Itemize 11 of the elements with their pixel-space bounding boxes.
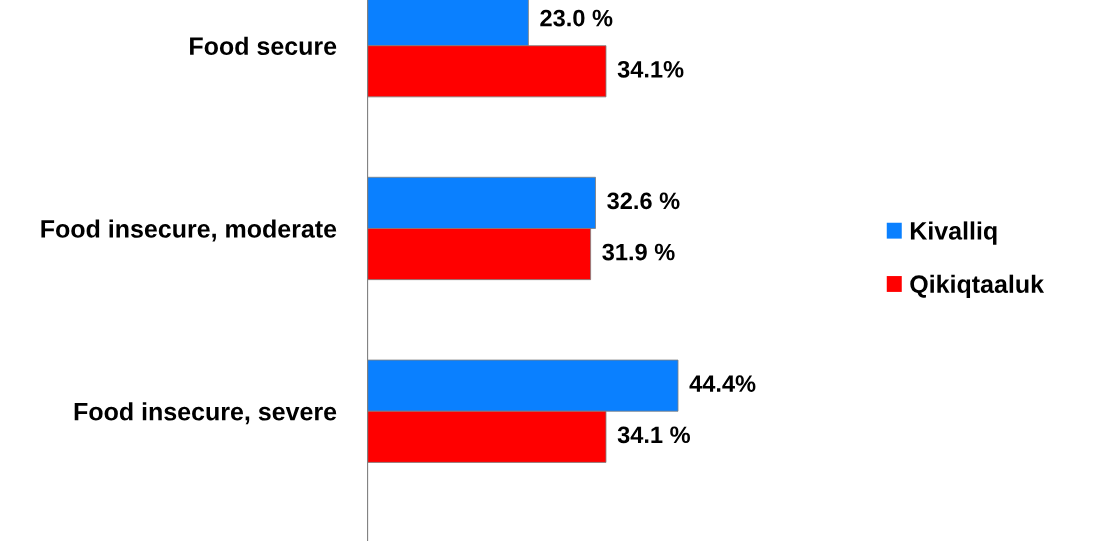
legend-label: Kivalliq (910, 221, 997, 245)
y-tick-label: Food insecure, severe (74, 402, 337, 425)
legend-label: Qikiqtaaluk (910, 274, 1045, 298)
data-label: 34.1 % (617, 426, 690, 444)
data-label: 31.9 % (602, 243, 675, 261)
data-label: 34.1% (617, 60, 684, 78)
y-tick-label: Food insecure, moderate (41, 219, 337, 242)
data-label: 44.4% (689, 375, 756, 392)
data-label: 32.6 % (607, 192, 680, 210)
y-tick-label: Food secure (190, 36, 337, 55)
data-label: 23.0 % (540, 9, 613, 27)
